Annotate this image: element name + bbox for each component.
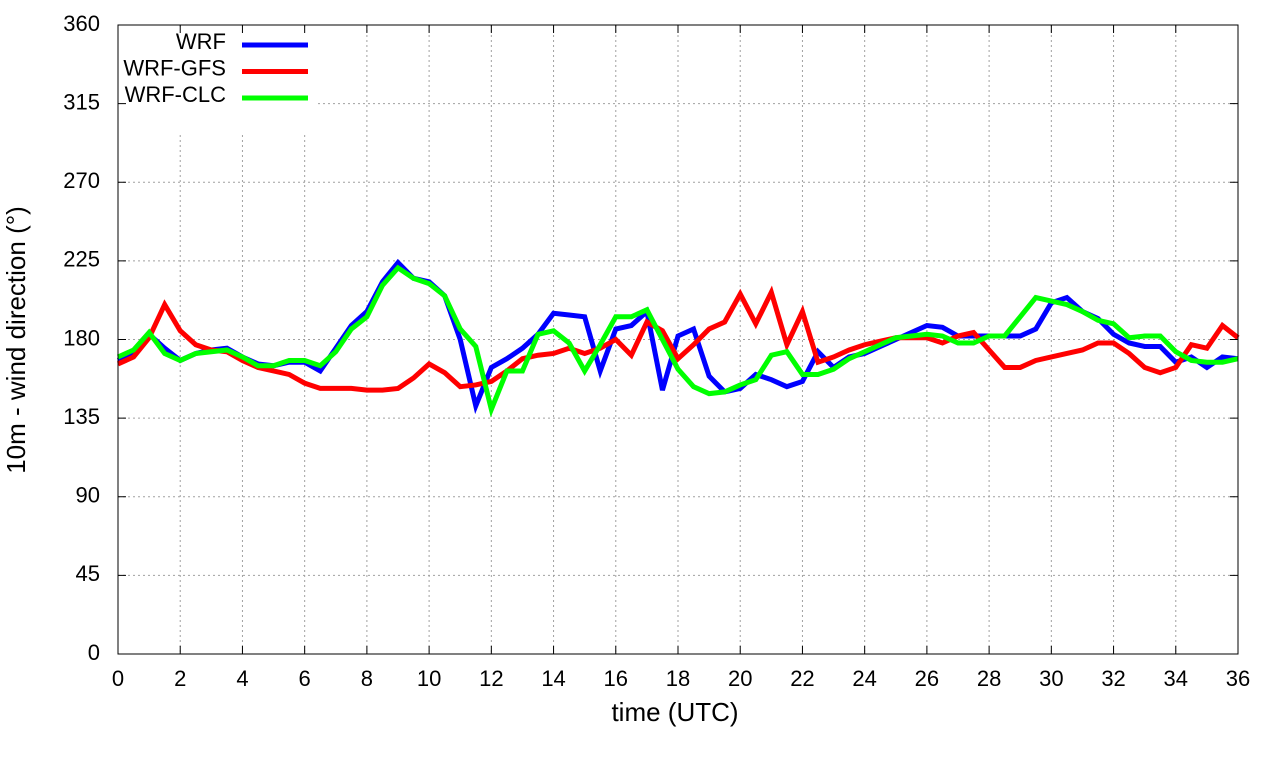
data-line [116,285,1240,393]
x-tick-label: 20 [728,666,752,691]
y-tick-label: 315 [63,89,100,114]
legend-label: WRF [176,29,226,54]
x-tick-label: 12 [479,666,503,691]
x-tick-label: 28 [977,666,1001,691]
legend-label: WRF-CLC [125,82,227,107]
y-tick-label: 135 [63,404,100,429]
x-axis-label: time (UTC) [611,697,738,727]
y-tick-label: 90 [76,483,100,508]
x-tick-label: 0 [112,666,124,691]
x-tick-label: 10 [417,666,441,691]
y-tick-label: 0 [88,640,100,665]
x-tick-label: 18 [666,666,690,691]
x-tick-label: 14 [541,666,565,691]
x-tick-label: 30 [1039,666,1063,691]
x-tick-label: 36 [1226,666,1250,691]
data-line [116,264,1239,418]
x-tick-label: 16 [604,666,628,691]
y-axis-label: 10m - wind direction (°) [1,206,31,474]
x-tick-label: 2 [174,666,186,691]
y-tick-label: 270 [63,168,100,193]
y-tick-label: 180 [63,325,100,350]
legend-label: WRF-GFS [123,55,226,80]
data-line [116,258,1239,415]
x-tick-label: 32 [1101,666,1125,691]
plot [116,258,1240,418]
x-tick-label: 8 [361,666,373,691]
y-tick-label: 360 [63,11,100,36]
x-tick-label: 26 [915,666,939,691]
x-tick-label: 22 [790,666,814,691]
x-tick-label: 34 [1164,666,1188,691]
x-tick-label: 4 [236,666,248,691]
x-tick-label: 24 [852,666,876,691]
x-tick-label: 6 [299,666,311,691]
y-tick-label: 225 [63,247,100,272]
y-tick-label: 45 [76,561,100,586]
